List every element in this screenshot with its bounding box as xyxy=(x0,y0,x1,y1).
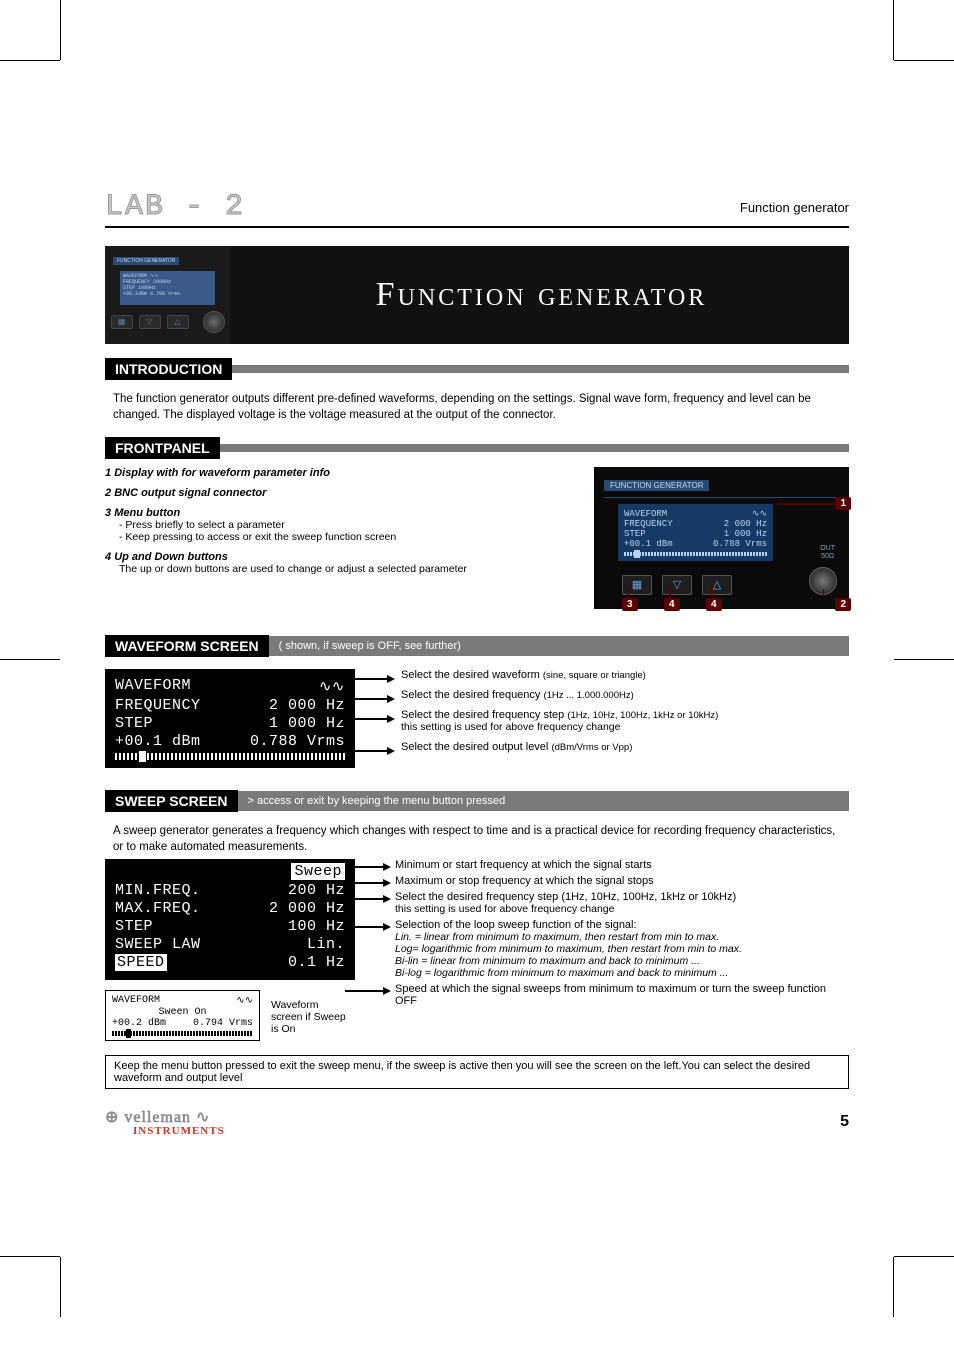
section-label: SWEEP SCREEN xyxy=(105,790,238,812)
waveform-desc-row: Select the desired output level (dBm/Vrm… xyxy=(365,741,849,753)
sweep-desc-row: Minimum or start frequency at which the … xyxy=(365,859,849,871)
section-label: FRONTPANEL xyxy=(105,437,220,459)
hero-button-row: ▦ ▽ △ xyxy=(111,311,225,333)
velleman-logo: ⊕ velleman ∿ INSTRUMENTS xyxy=(105,1107,225,1137)
section-bar-frontpanel: FRONTPANEL xyxy=(105,437,849,459)
frontpanel-item: 3 Menu button- Press briefly to select a… xyxy=(105,507,576,543)
frontpanel-device: FUNCTION GENERATOR WAVEFORM∿∿ FREQUENCY2… xyxy=(594,467,849,609)
hero-title: Function generator xyxy=(248,276,835,314)
arrow-icon xyxy=(365,689,401,701)
sweep-desc-row: Speed at which the signal sweeps from mi… xyxy=(365,983,849,1007)
bnc-connector-icon xyxy=(203,311,225,333)
section-tail xyxy=(220,444,849,452)
lcd-level-bar xyxy=(112,1031,253,1036)
hero-lcd: WAVEFORM ∿∿ FREQUENCY 2000Hz STEP 1000Hz… xyxy=(120,271,215,305)
device-buttons: ▦ ▽ △ xyxy=(622,575,839,595)
menu-button-icon: ▦ xyxy=(111,315,133,329)
arrow-icon xyxy=(365,919,395,931)
page-number: 5 xyxy=(840,1113,849,1131)
arrow-icon xyxy=(365,709,401,721)
frontpanel-item: 2 BNC output signal connector xyxy=(105,487,576,499)
introduction-text: The function generator outputs different… xyxy=(105,388,849,427)
section-bar-sweep: SWEEP SCREEN > access or exit by keeping… xyxy=(105,790,849,812)
section-bar-introduction: INTRODUCTION xyxy=(105,358,849,380)
up-button-icon: △ xyxy=(702,575,732,595)
arrow-icon xyxy=(365,875,395,887)
hero-banner: FUNCTION GENERATOR WAVEFORM ∿∿ FREQUENCY… xyxy=(105,246,849,344)
frontpanel-list: 1 Display with for waveform parameter in… xyxy=(105,467,576,609)
page-footer: ⊕ velleman ∿ INSTRUMENTS 5 xyxy=(105,1107,849,1137)
lab2-logo: LAB - 2 xyxy=(105,190,245,224)
hero-device-label: FUNCTION GENERATOR xyxy=(113,257,179,265)
section-tail: ( shown, if sweep is OFF, see further) xyxy=(269,636,849,656)
page: LAB - 2 Function generator FUNCTION GENE… xyxy=(0,0,954,1317)
down-button-icon: ▽ xyxy=(662,575,692,595)
arrow-icon xyxy=(365,859,395,871)
section-label: INTRODUCTION xyxy=(105,358,232,380)
sweep-note: Keep the menu button pressed to exit the… xyxy=(105,1055,849,1089)
header-right-text: Function generator xyxy=(740,200,849,215)
arrow-icon xyxy=(365,669,401,681)
sweep-desc-row: Select the desired frequency step (1Hz, … xyxy=(365,891,849,915)
frontpanel-row: 1 Display with for waveform parameter in… xyxy=(105,467,849,609)
arrow-icon xyxy=(365,983,395,995)
callout-4a: 4 xyxy=(664,598,680,611)
sweep-desc-row: Selection of the loop sweep function of … xyxy=(365,919,849,979)
callout-4b: 4 xyxy=(706,598,722,611)
waveform-desc-row: Select the desired frequency (1Hz ... 1.… xyxy=(365,689,849,701)
sweep-lcds: Sweep MIN.FREQ.200 Hz MAX.FREQ.2 000 Hz … xyxy=(105,859,355,1041)
device-label: FUNCTION GENERATOR xyxy=(604,480,709,491)
sweep-row: Sweep MIN.FREQ.200 Hz MAX.FREQ.2 000 Hz … xyxy=(105,859,849,1041)
waveform-descriptions: Select the desired waveform (sine, squar… xyxy=(365,669,849,761)
section-tail xyxy=(232,365,849,373)
callout-1: 1 xyxy=(835,497,851,510)
frontpanel-item: 4 Up and Down buttonsThe up or down butt… xyxy=(105,551,576,575)
section-bar-waveform: WAVEFORM SCREEN ( shown, if sweep is OFF… xyxy=(105,635,849,657)
arrow-icon xyxy=(365,891,395,903)
device-lcd: WAVEFORM∿∿ FREQUENCY2 000 Hz STEP1 000 H… xyxy=(618,504,773,561)
section-tail: > access or exit by keeping the menu but… xyxy=(238,791,849,811)
sweep-lcd: Sweep MIN.FREQ.200 Hz MAX.FREQ.2 000 Hz … xyxy=(105,859,355,980)
out-label: OUT50Ω xyxy=(820,545,835,560)
sweep-mini-lcd: WAVEFORM∿∿ Sween On +00.2 dBm0.794 Vrms … xyxy=(105,990,260,1041)
waveform-desc-row: Select the desired frequency step (1Hz, … xyxy=(365,709,849,733)
sweep-mini-label: Waveform screen if Sweep is On xyxy=(271,999,351,1035)
down-button-icon: ▽ xyxy=(139,315,161,329)
hero-device-image: FUNCTION GENERATOR WAVEFORM ∿∿ FREQUENCY… xyxy=(105,246,230,344)
sweep-desc-row: Maximum or stop frequency at which the s… xyxy=(365,875,849,887)
waveform-desc-row: Select the desired waveform (sine, squar… xyxy=(365,669,849,681)
page-header: LAB - 2 Function generator xyxy=(105,190,849,228)
arrow-icon xyxy=(365,741,401,753)
waveform-lcd: WAVEFORM∿∿ FREQUENCY2 000 Hz STEP1 000 H… xyxy=(105,669,355,768)
sweep-intro: A sweep generator generates a frequency … xyxy=(105,820,849,859)
lcd-level-bar xyxy=(115,753,345,760)
up-button-icon: △ xyxy=(167,315,189,329)
frontpanel-item: 1 Display with for waveform parameter in… xyxy=(105,467,576,479)
lcd-level-bar xyxy=(624,552,767,556)
waveform-row: WAVEFORM∿∿ FREQUENCY2 000 Hz STEP1 000 H… xyxy=(105,669,849,768)
section-label: WAVEFORM SCREEN xyxy=(105,635,269,657)
callout-3: 3 xyxy=(622,598,638,611)
sweep-descriptions: Minimum or start frequency at which the … xyxy=(365,859,849,1011)
callout-2: 2 xyxy=(835,598,851,611)
